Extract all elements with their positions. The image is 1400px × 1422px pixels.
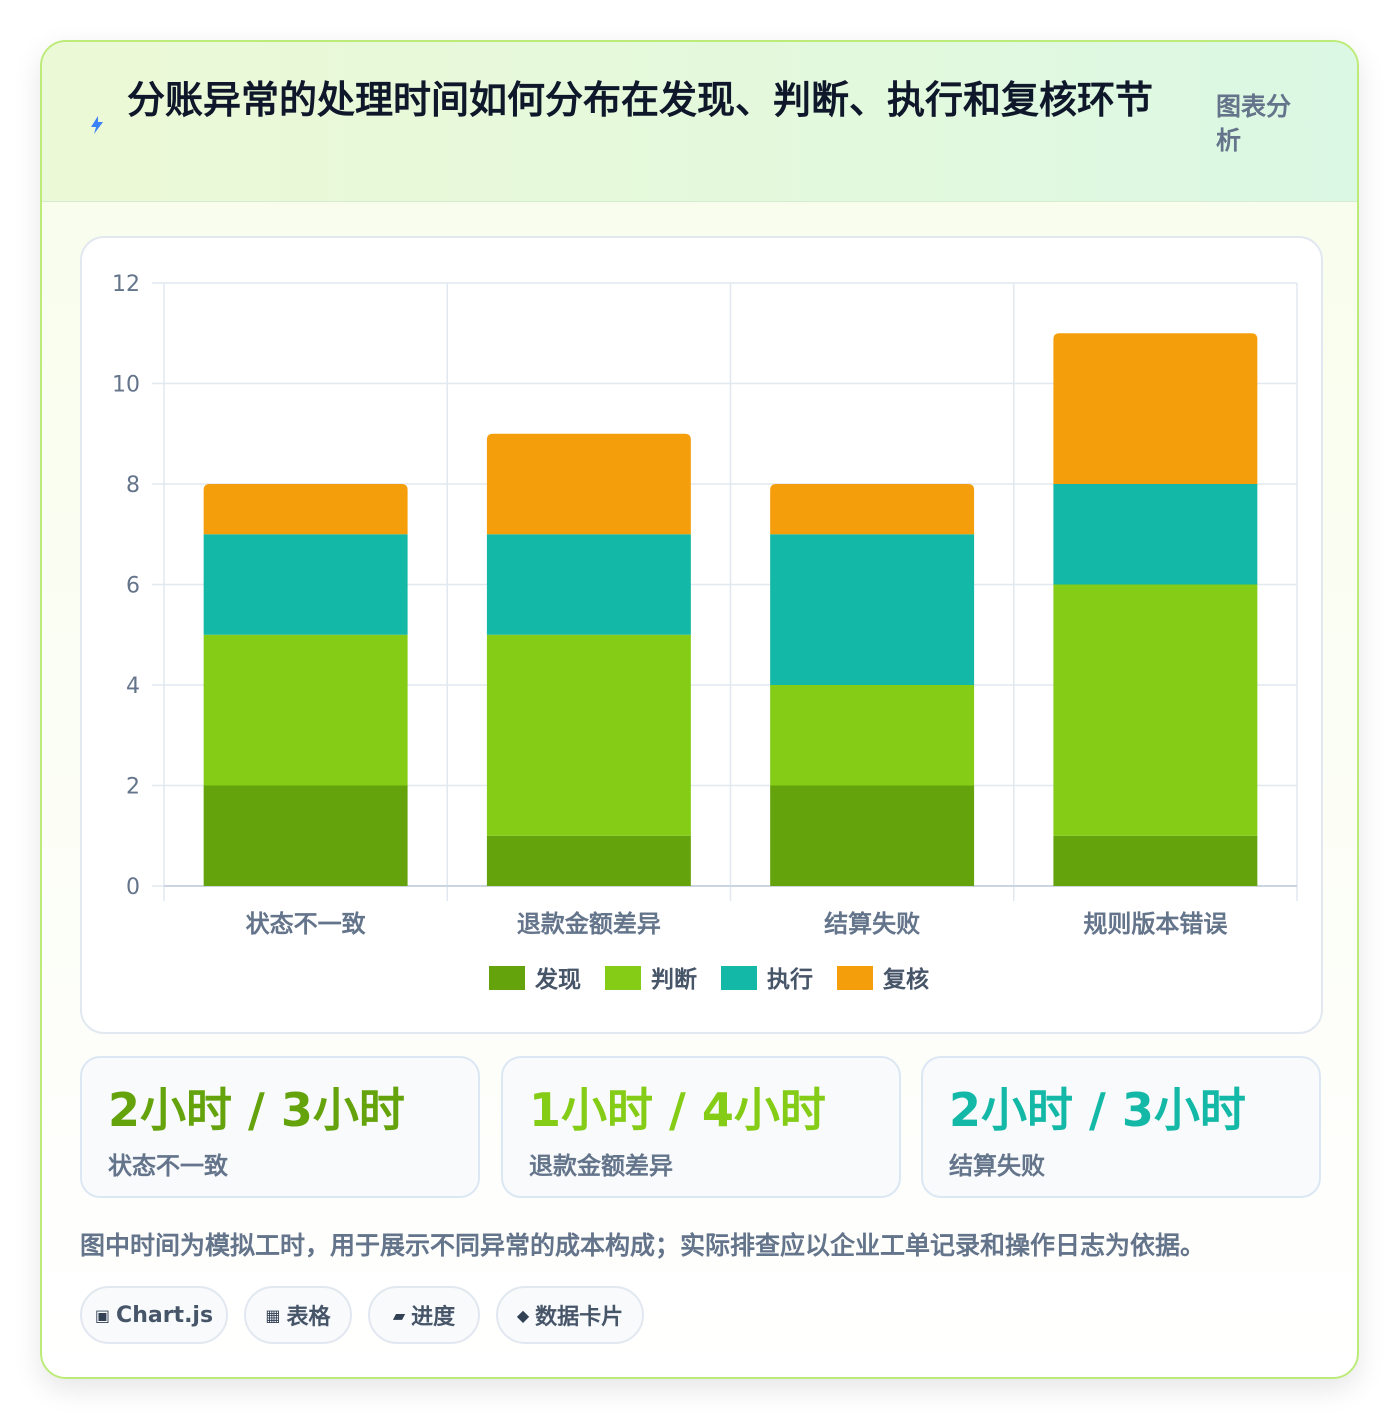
chip-progress[interactable]: ▰ 进度 (368, 1286, 480, 1344)
card-header: 分账异常的处理时间如何分布在发现、判断、执行和复核环节 图表分析 (42, 42, 1357, 202)
chart-analysis-tag: 图表分析 (1216, 92, 1292, 155)
bar-segment (486, 433, 691, 535)
page-title: 分账异常的处理时间如何分布在发现、判断、执行和复核环节 (127, 78, 1154, 122)
y-tick-label: 0 (126, 875, 140, 900)
chip-label: 表格 (286, 1305, 331, 1330)
legend-swatch (837, 966, 873, 990)
legend-label: 执行 (767, 966, 813, 993)
diamond-icon: ◆ (516, 1305, 530, 1325)
bar-segment (203, 534, 408, 635)
legend-label: 发现 (534, 966, 581, 993)
chip-data-card[interactable]: ◆ 数据卡片 (496, 1286, 644, 1344)
footnote: 图中时间为模拟工时，用于展示不同异常的成本构成；实际排查应以企业工单记录和操作日… (80, 1231, 1206, 1260)
legend-label: 判断 (651, 966, 697, 993)
chip-label: 进度 (411, 1305, 456, 1330)
chip-table[interactable]: ▦ 表格 (244, 1286, 352, 1344)
y-tick-label: 8 (126, 473, 140, 498)
legend-swatch (721, 966, 757, 990)
stat-card: 1小时 / 4小时 退款金额差异 (501, 1056, 901, 1198)
stat-label: 退款金额差异 (529, 1152, 673, 1180)
stat-card: 2小时 / 3小时 状态不一致 (80, 1056, 480, 1198)
bar-segment (770, 534, 975, 685)
chart-icon: ▣ (94, 1305, 111, 1325)
x-category-label: 规则版本错误 (1083, 910, 1228, 938)
bar-segment (770, 685, 975, 786)
legend-label: 复核 (882, 966, 929, 993)
chip-label: 数据卡片 (535, 1305, 624, 1330)
bar-segment (1053, 333, 1258, 484)
bolt-icon (91, 116, 103, 134)
bar-segment (486, 534, 691, 635)
y-tick-label: 10 (112, 373, 140, 398)
chart-container: 0 2 4 6 8 10 12 状态不一致 退款金额差异 结算失败 规则版本错误发现 判断 执行 复核 (80, 236, 1323, 1034)
bar-segment (1053, 835, 1258, 886)
y-tick-label: 2 (126, 775, 140, 800)
chart-card: 分账异常的处理时间如何分布在发现、判断、执行和复核环节 图表分析 0 2 4 6 8 10… (40, 40, 1359, 1379)
stat-label: 结算失败 (949, 1152, 1045, 1180)
x-category-label: 状态不一致 (246, 910, 367, 938)
bar-segment (770, 484, 975, 535)
bar-segment (486, 835, 691, 886)
stat-value: 2小时 / 3小时 (949, 1083, 1246, 1137)
bar-segment (203, 484, 408, 535)
x-category-label: 退款金额差异 (517, 910, 661, 938)
stat-label: 状态不一致 (108, 1152, 228, 1180)
bar-segment (1053, 484, 1258, 585)
y-tick-label: 6 (126, 574, 140, 599)
bar-segment (203, 785, 408, 886)
legend-swatch (605, 966, 641, 990)
stat-value: 2小时 / 3小时 (108, 1083, 405, 1137)
stat-card: 2小时 / 3小时 结算失败 (921, 1056, 1321, 1198)
chip-chartjs[interactable]: ▣ Chart.js (80, 1286, 228, 1344)
bar-segment (203, 634, 408, 786)
legend-swatch (489, 966, 525, 990)
table-icon: ▦ (265, 1305, 281, 1325)
y-tick-label: 4 (126, 674, 140, 699)
chip-label: Chart.js (116, 1302, 214, 1328)
x-category-label: 结算失败 (824, 910, 920, 938)
stat-value: 1小时 / 4小时 (529, 1083, 826, 1137)
bar-segment (486, 634, 691, 836)
progress-icon: ▰ (392, 1305, 406, 1325)
bar-segment (1053, 584, 1258, 836)
bar-segment (770, 785, 975, 886)
y-tick-label: 12 (112, 272, 140, 297)
